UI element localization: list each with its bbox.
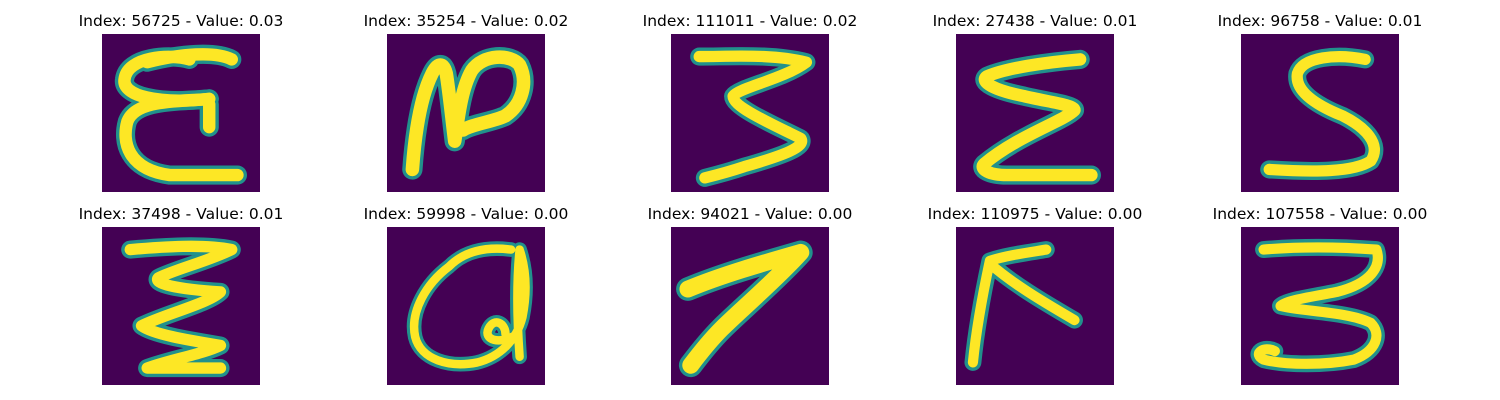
panel-title: Index: 94021 - Value: 0.00 (647, 205, 853, 223)
panel-1: Index: 56725 - Value: 0.03 (51, 0, 311, 192)
digit-image (387, 34, 545, 192)
panel-4: Index: 27438 - Value: 0.01 (905, 0, 1165, 192)
panel-7: Index: 59998 - Value: 0.00 (336, 193, 596, 385)
panel-3: Index: 111011 - Value: 0.02 (620, 0, 880, 192)
digit-image (1241, 227, 1399, 385)
panel-title: Index: 107558 - Value: 0.00 (1212, 205, 1428, 223)
panel-6: Index: 37498 - Value: 0.01 (51, 193, 311, 385)
panel-9: Index: 110975 - Value: 0.00 (905, 193, 1165, 385)
panel-title: Index: 96758 - Value: 0.01 (1217, 12, 1423, 30)
panel-title: Index: 59998 - Value: 0.00 (363, 205, 569, 223)
panel-title: Index: 27438 - Value: 0.01 (932, 12, 1138, 30)
panel-title: Index: 111011 - Value: 0.02 (642, 12, 858, 30)
digit-image (956, 34, 1114, 192)
digit-image (387, 227, 545, 385)
digit-image (671, 227, 829, 385)
digit-image (102, 227, 260, 385)
panel-5: Index: 96758 - Value: 0.01 (1190, 0, 1450, 192)
panel-8: Index: 94021 - Value: 0.00 (620, 193, 880, 385)
digit-image (1241, 34, 1399, 192)
panel-2: Index: 35254 - Value: 0.02 (336, 0, 596, 192)
digit-image (956, 227, 1114, 385)
panel-title: Index: 37498 - Value: 0.01 (78, 205, 284, 223)
digit-image (671, 34, 829, 192)
panel-10: Index: 107558 - Value: 0.00 (1190, 193, 1450, 385)
panel-title: Index: 56725 - Value: 0.03 (78, 12, 284, 30)
panel-title: Index: 35254 - Value: 0.02 (363, 12, 569, 30)
panel-title: Index: 110975 - Value: 0.00 (927, 205, 1143, 223)
digit-image (102, 34, 260, 192)
